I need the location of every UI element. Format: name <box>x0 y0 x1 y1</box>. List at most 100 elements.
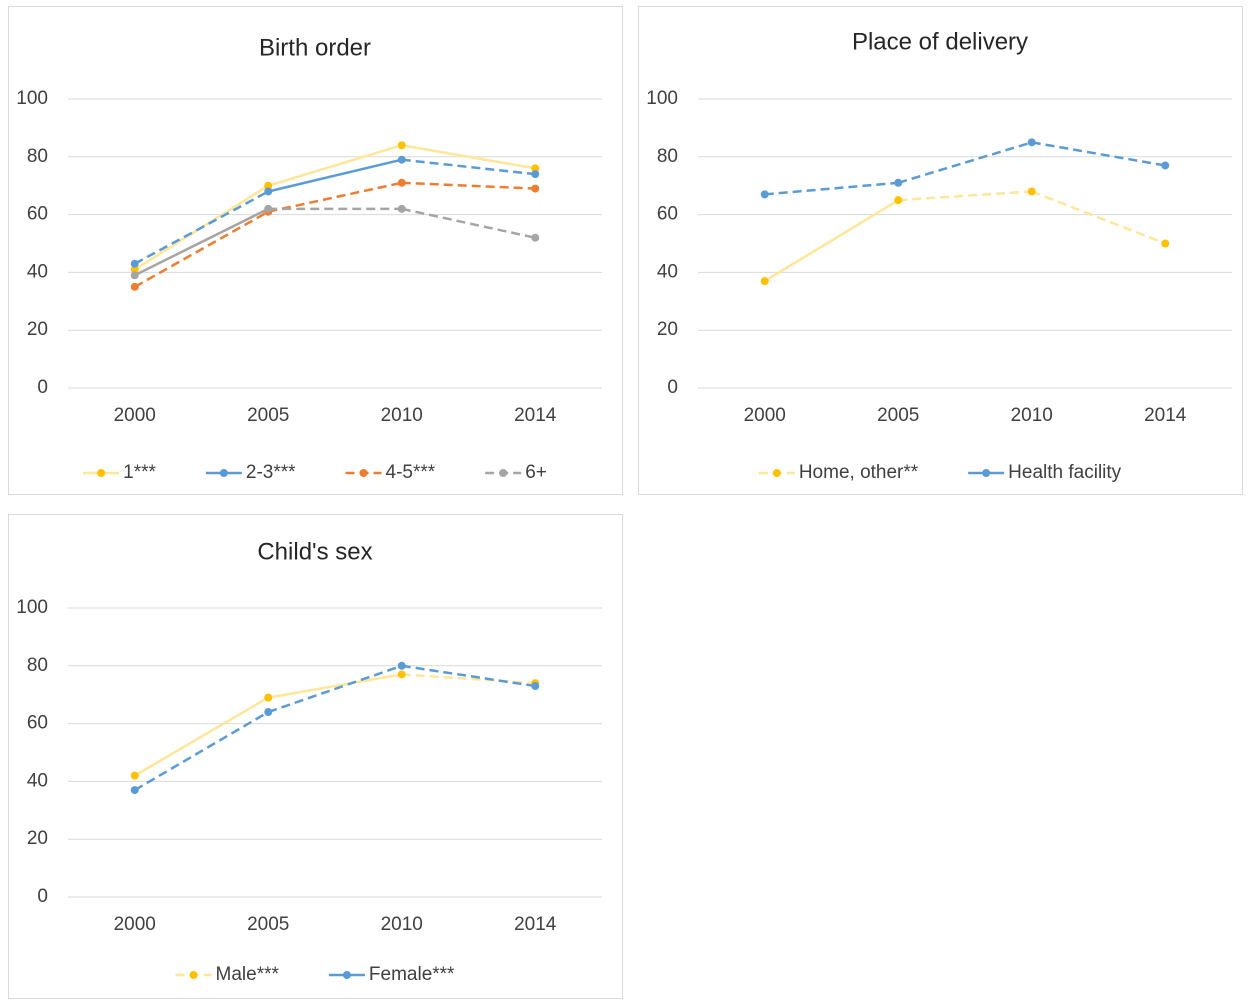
data-point <box>397 670 406 679</box>
legend-marker <box>499 469 508 477</box>
data-point <box>264 181 273 190</box>
panel-frame <box>638 6 1243 495</box>
series-segment <box>134 207 269 277</box>
y-tick-label: 60 <box>27 204 48 225</box>
y-tick-label: 80 <box>27 146 48 167</box>
series-segment <box>898 190 1032 202</box>
legend-item: 1*** <box>83 462 156 483</box>
panel-frame <box>8 514 623 999</box>
y-tick-label: 20 <box>27 319 48 340</box>
legend-item: Home, other** <box>758 462 919 483</box>
y-tick-label: 20 <box>657 319 678 340</box>
data-point <box>760 277 769 286</box>
legend-label: Female*** <box>369 964 455 985</box>
data-point <box>264 708 273 717</box>
data-point <box>894 196 903 205</box>
legend-marker <box>97 469 106 477</box>
y-tick-label: 40 <box>27 770 48 791</box>
legend-marker <box>342 971 351 979</box>
legend-marker <box>982 469 991 477</box>
series-segment <box>897 141 1033 185</box>
data-point <box>130 271 139 280</box>
y-tick-label: 40 <box>27 261 48 282</box>
x-tick-label: 2000 <box>114 405 156 426</box>
y-tick-label: 100 <box>16 88 48 109</box>
data-point <box>1161 161 1170 170</box>
y-tick-label: 60 <box>657 204 678 225</box>
series-segment <box>267 664 403 714</box>
legend-item: Male*** <box>175 964 280 985</box>
data-point <box>264 693 273 702</box>
legend-label: Health facility <box>1008 462 1121 483</box>
x-tick-label: 2005 <box>877 405 919 426</box>
data-point <box>397 141 406 150</box>
series-segment <box>401 664 536 688</box>
x-tick-label: 2014 <box>514 405 557 426</box>
y-tick-label: 0 <box>667 377 678 398</box>
y-tick-label: 20 <box>27 828 48 849</box>
series-segment <box>134 710 269 792</box>
x-tick-label: 2000 <box>744 405 786 426</box>
data-point <box>130 259 139 268</box>
series-segment <box>401 144 536 170</box>
legend-item: 6+ <box>485 462 547 483</box>
legend-item: Health facility <box>968 462 1122 483</box>
data-point <box>531 682 540 691</box>
data-point <box>130 265 139 274</box>
legend-label: 4-5*** <box>386 462 436 483</box>
legend-marker <box>189 971 198 979</box>
legend-label: 2-3*** <box>246 462 296 483</box>
data-point <box>130 771 139 780</box>
data-point <box>531 164 540 173</box>
legend-item: 4-5*** <box>345 462 436 483</box>
x-tick-label: 2000 <box>114 914 156 935</box>
data-point <box>894 178 903 187</box>
data-point <box>1027 138 1036 147</box>
data-point <box>397 155 406 164</box>
y-tick-label: 100 <box>16 597 48 618</box>
y-tick-label: 0 <box>37 886 48 907</box>
x-tick-label: 2014 <box>1144 405 1187 426</box>
series-segment <box>1031 141 1166 167</box>
series-segment <box>267 158 403 193</box>
chart-title: Child's sex <box>257 538 372 565</box>
data-point <box>264 204 273 213</box>
x-tick-label: 2010 <box>381 914 423 935</box>
data-point <box>531 233 540 242</box>
x-tick-label: 2010 <box>381 405 423 426</box>
data-point <box>531 184 540 193</box>
data-point <box>130 786 139 795</box>
data-point <box>1161 239 1170 248</box>
y-tick-label: 0 <box>37 377 48 398</box>
x-tick-label: 2005 <box>247 914 289 935</box>
legend-marker <box>772 469 781 477</box>
legend-item: 2-3*** <box>205 462 296 483</box>
legend: 1*** 2-3*** 4-5*** 6+ <box>83 462 547 483</box>
y-tick-label: 80 <box>27 655 48 676</box>
y-tick-label: 40 <box>657 261 678 282</box>
chart-title: Birth order <box>259 34 371 61</box>
series-segment <box>134 696 269 777</box>
legend-marker <box>359 469 368 477</box>
panel-frame <box>8 6 623 495</box>
series-segment <box>401 158 536 176</box>
data-point <box>531 170 540 179</box>
legend-item: Female*** <box>328 964 455 985</box>
legend: Home, other** Health facility <box>758 462 1122 483</box>
chart-title: Place of delivery <box>852 28 1028 55</box>
series-segment <box>401 181 536 190</box>
data-point <box>760 190 769 199</box>
series-segment <box>134 190 269 265</box>
y-tick-label: 100 <box>646 88 678 109</box>
legend-label: 6+ <box>525 462 547 483</box>
legend-label: 1*** <box>123 462 156 483</box>
legend-label: Male*** <box>216 964 280 985</box>
series-segment <box>1031 190 1166 245</box>
series-segment <box>764 181 899 196</box>
series-segment <box>764 199 899 283</box>
legend: Male*** Female*** <box>175 964 455 985</box>
series-segment <box>134 210 269 288</box>
series-segment <box>401 673 536 685</box>
data-point <box>397 661 406 670</box>
